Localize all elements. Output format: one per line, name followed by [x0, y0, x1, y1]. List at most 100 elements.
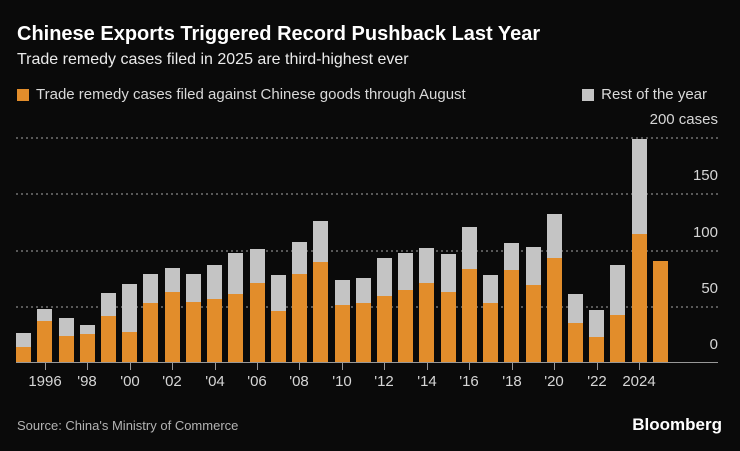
bar-2008-rest-of-year [292, 242, 307, 274]
x-tick-label-2014: '14 [417, 373, 437, 390]
bar-2025-through-august [652, 261, 668, 362]
legend-swatch-gray-icon [582, 88, 595, 101]
gridline-200 [16, 137, 718, 139]
x-tick-label-1996: 1996 [28, 373, 62, 390]
x-tick-2022 [597, 363, 598, 370]
x-tick-label-2004: '04 [205, 373, 225, 390]
bar-2006-rest-of-year [249, 249, 265, 283]
gridline-100 [16, 250, 718, 252]
x-tick-label-2024: 2024 [622, 373, 656, 390]
bar-2000-through-august [122, 332, 138, 362]
bar-2005-rest-of-year [228, 253, 244, 294]
bar-2001-through-august [143, 303, 159, 362]
bar-2004-through-august [207, 299, 223, 362]
x-tick-2002 [172, 363, 173, 370]
x-tick-2018 [512, 363, 513, 370]
bar-2015-through-august [440, 292, 456, 362]
bar-2014-through-august [419, 283, 435, 362]
legend-label-rest-of-year: Rest of the year [601, 86, 707, 103]
bar-1995-rest-of-year [16, 333, 31, 347]
x-tick-2006 [257, 363, 258, 370]
y-tick-label-50: 50 [701, 280, 718, 297]
bar-2003-rest-of-year [185, 274, 201, 302]
x-tick-label-2002: '02 [162, 373, 182, 390]
bar-2011-through-august [355, 303, 371, 362]
bar-2023-rest-of-year [610, 265, 626, 315]
y-tick-label-100: 100 [692, 224, 718, 241]
x-tick-2008 [299, 363, 300, 370]
bar-2002-through-august [164, 292, 180, 362]
x-tick-label-2016: '16 [459, 373, 479, 390]
bar-2022-through-august [589, 337, 605, 362]
x-tick-label-2006: '06 [247, 373, 267, 390]
bar-2024-rest-of-year [631, 139, 647, 234]
bar-1996-through-august [37, 321, 53, 362]
bar-2008-through-august [292, 274, 307, 362]
x-tick-label-2020: '20 [544, 373, 564, 390]
bar-2016-through-august [461, 269, 477, 362]
bar-2020-through-august [546, 258, 562, 362]
bar-1997-rest-of-year [58, 318, 74, 336]
x-tick-label-2018: '18 [502, 373, 522, 390]
bar-2018-through-august [504, 270, 520, 362]
bloomberg-logo: Bloomberg [632, 415, 722, 434]
bar-2021-through-august [568, 323, 583, 362]
bar-2013-through-august [398, 290, 414, 362]
x-tick-2004 [215, 363, 216, 370]
bar-1995-through-august [16, 347, 31, 362]
x-tick-label-2010: '10 [332, 373, 352, 390]
legend-item-through-august: Trade remedy cases filed against Chinese… [17, 86, 466, 103]
x-tick-2014 [427, 363, 428, 370]
bar-2018-rest-of-year [504, 243, 520, 270]
bar-2001-rest-of-year [143, 274, 159, 303]
bar-2006-through-august [249, 283, 265, 362]
bar-2002-rest-of-year [164, 268, 180, 292]
bar-2005-through-august [228, 294, 244, 362]
bar-1999-through-august [100, 316, 116, 362]
chart-title: Chinese Exports Triggered Record Pushbac… [17, 23, 541, 45]
bar-1997-through-august [58, 336, 74, 362]
x-tick-2010 [342, 363, 343, 370]
bar-2017-rest-of-year [483, 275, 499, 303]
bar-2014-rest-of-year [419, 248, 435, 283]
x-tick-2012 [384, 363, 385, 370]
x-tick-label-2008: '08 [289, 373, 309, 390]
bar-2017-through-august [483, 303, 499, 362]
x-axis-line [16, 362, 718, 363]
source-text: Source: China's Ministry of Commerce [17, 418, 239, 433]
bar-2004-rest-of-year [207, 265, 223, 299]
bar-2020-rest-of-year [546, 214, 562, 258]
x-tick-1996 [45, 363, 46, 370]
y-tick-label-0: 0 [709, 336, 718, 353]
x-tick-label-2012: '12 [374, 373, 394, 390]
bar-2011-rest-of-year [355, 278, 371, 303]
bar-2021-rest-of-year [568, 294, 583, 323]
x-tick-1998 [87, 363, 88, 370]
x-tick-2016 [469, 363, 470, 370]
bar-2010-rest-of-year [334, 280, 350, 305]
bar-2019-through-august [525, 285, 541, 362]
bar-2024-through-august [631, 234, 647, 362]
bar-2007-rest-of-year [270, 275, 286, 311]
chart-subtitle: Trade remedy cases filed in 2025 are thi… [17, 51, 409, 68]
x-tick-label-2000: '00 [120, 373, 140, 390]
bar-1996-rest-of-year [37, 309, 53, 321]
legend: Trade remedy cases filed against Chinese… [17, 86, 707, 103]
bar-1998-rest-of-year [79, 325, 95, 334]
x-tick-2020 [554, 363, 555, 370]
bar-1998-through-august [79, 334, 95, 362]
x-tick-label-2022: '22 [587, 373, 607, 390]
x-tick-2000 [130, 363, 131, 370]
bar-2016-rest-of-year [461, 227, 477, 269]
bar-2012-rest-of-year [376, 258, 392, 296]
bar-2019-rest-of-year [525, 247, 541, 285]
bar-2015-rest-of-year [440, 254, 456, 292]
legend-swatch-orange-icon [17, 88, 29, 101]
bar-2023-through-august [610, 315, 626, 362]
bar-2013-rest-of-year [398, 253, 414, 290]
bar-2003-through-august [185, 302, 201, 362]
legend-item-rest-of-year: Rest of the year [582, 86, 707, 103]
bar-1999-rest-of-year [100, 293, 116, 316]
y-tick-label-200: 200 cases [649, 111, 718, 128]
